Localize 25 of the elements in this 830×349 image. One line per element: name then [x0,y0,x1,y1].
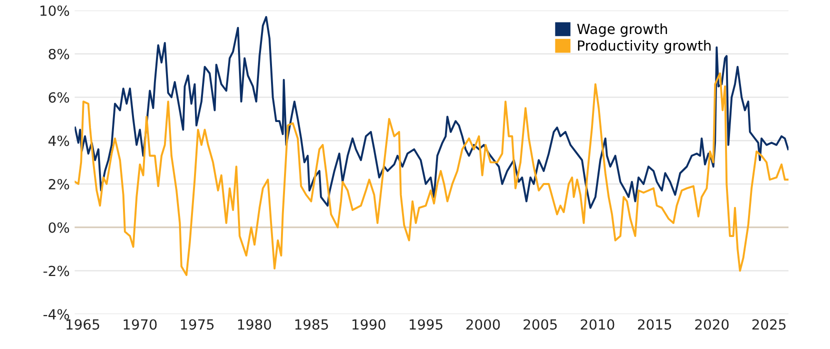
y-tick-label: 8% [48,48,70,60]
x-tick-label: 2020 [695,319,729,330]
x-tick-label: 2015 [638,319,672,330]
x-tick-label: 2025 [752,319,786,330]
x-tick-label: 1970 [124,319,157,330]
x-tick-label: 1980 [238,319,272,330]
y-tick-label: -4% [43,309,70,320]
x-tick-label: 1995 [410,319,442,330]
line-series [74,72,788,276]
y-tick-label: 4% [48,136,70,146]
x-tick-label: 1965 [66,319,100,330]
y-tick-label: 2% [48,178,70,190]
legend-label: Productivity growth [578,40,711,54]
y-tick-label: 10% [40,5,70,16]
line-series [74,16,788,209]
y-tick-label: 6% [48,92,70,103]
x-tick-label: 1990 [352,319,386,330]
y-tick-label: -2% [43,266,70,276]
x-tick-label: 2000 [466,319,500,330]
x-tick-label: 2005 [524,319,557,330]
x-tick-label: 1985 [295,319,328,330]
x-tick-label: 2010 [580,319,614,330]
x-tick-label: 1975 [180,319,214,330]
y-tick-label: 0% [48,222,70,233]
legend-label: Wage growth [577,23,667,37]
